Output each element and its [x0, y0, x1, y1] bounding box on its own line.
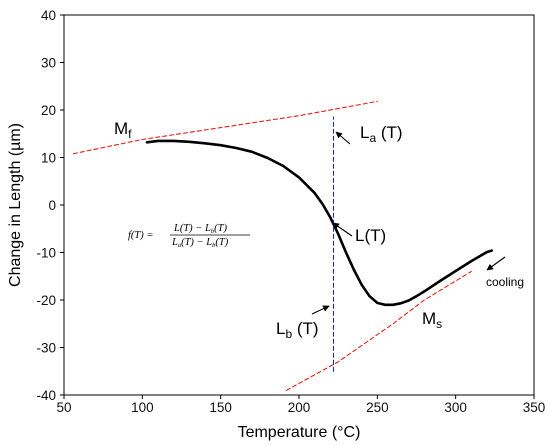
- lb-label: Lb (T): [276, 319, 319, 341]
- martensite-tangent-line: [285, 270, 472, 391]
- mf-label-main: M: [114, 119, 128, 138]
- x-tick-label: 100: [131, 400, 154, 415]
- formula-den-a-sub: a: [178, 242, 181, 249]
- ms-label-main: M: [422, 309, 436, 328]
- lb-label-main: L: [276, 319, 285, 338]
- x-tick-label: 150: [209, 400, 232, 415]
- x-tick-label: 200: [288, 400, 311, 415]
- y-tick-label: 20: [41, 103, 56, 118]
- formula-lhs: f(T) =: [128, 230, 153, 241]
- austenite-tangent-line: [72, 100, 378, 155]
- lb-label-sub: b: [285, 327, 292, 341]
- y-tick-label: -20: [36, 293, 56, 308]
- y-tick-label: -40: [36, 388, 56, 403]
- formula-den-a: L: [171, 237, 178, 248]
- dilatometric-curve: [145, 139, 493, 307]
- la-arrow: [335, 131, 351, 145]
- axis-ticks: 50 100 150 200 250 300 350403020100-10-20-30-4…: [36, 8, 545, 415]
- la-label-sub: a: [369, 131, 376, 145]
- y-tick-label: -30: [36, 341, 56, 356]
- lb-arrow: [311, 305, 330, 315]
- cooling-label: cooling: [486, 275, 524, 289]
- formula-num-sub: b: [211, 228, 215, 235]
- mf-label: Mf: [114, 119, 132, 141]
- formula-den-b-sub: b: [212, 242, 216, 249]
- formula-numerator: L(T) − Lb(T): [173, 223, 227, 235]
- y-tick-label: -10: [36, 246, 56, 261]
- plot-area-frame: [63, 14, 535, 396]
- x-axis-title: Temperature (°C): [238, 424, 361, 441]
- y-axis-title: Change in Length (µm): [7, 123, 24, 287]
- y-tick-label: 30: [41, 56, 56, 71]
- la-label-rest: (T): [376, 123, 402, 142]
- data-series: [72, 100, 493, 391]
- formula-num-text: L(T) − L: [173, 223, 211, 234]
- la-label-main: L: [360, 123, 369, 142]
- formula-denominator: La(T) − Lb(T): [171, 237, 229, 249]
- ms-label: Ms: [422, 309, 442, 331]
- y-tick-label: 0: [48, 198, 56, 213]
- formula-den-mid: (T) − L: [181, 237, 212, 248]
- lt-label: L(T): [355, 226, 386, 245]
- x-tick-label: 350: [523, 400, 546, 415]
- mf-label-sub: f: [128, 127, 132, 141]
- ms-label-sub: s: [436, 317, 442, 331]
- lb-label-rest: (T): [292, 319, 318, 338]
- formula-num-end: (T): [214, 223, 227, 234]
- x-tick-label: 250: [366, 400, 389, 415]
- lt-arrow: [332, 222, 353, 237]
- x-tick-label: 50: [56, 400, 71, 415]
- formula-den-end: (T): [215, 237, 228, 248]
- y-tick-label: 10: [41, 151, 56, 166]
- x-tick-label: 300: [444, 400, 467, 415]
- la-label: La (T): [360, 123, 403, 145]
- annotation-arrows: [311, 131, 506, 315]
- transformation-fraction-formula: f(T) = L(T) − Lb(T) La(T) − Lb(T): [128, 223, 250, 249]
- y-tick-label: 40: [41, 8, 56, 23]
- cooling-arrow: [486, 256, 506, 271]
